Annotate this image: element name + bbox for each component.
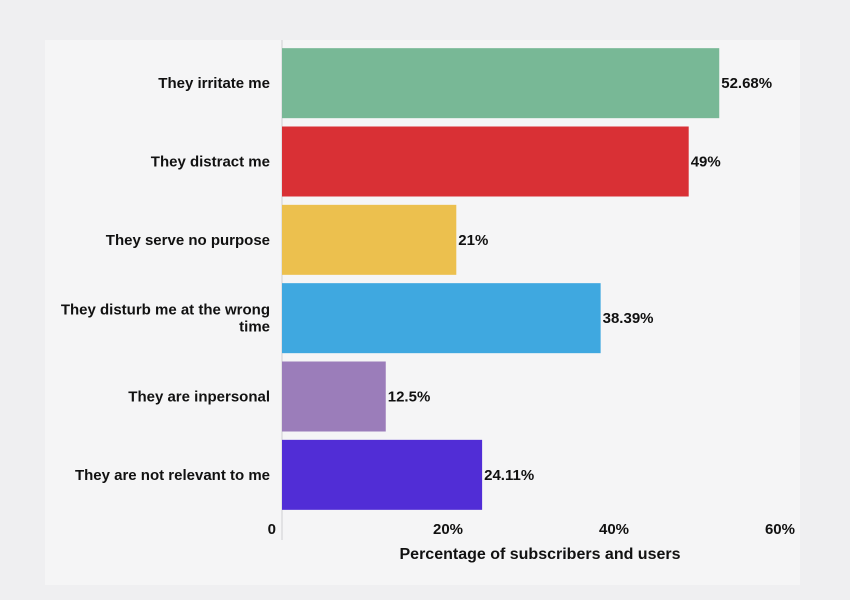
bar-4 [282,361,386,432]
bar-0 [282,48,720,119]
x-tick-3: 60% [765,521,795,538]
bar-2 [282,204,457,275]
bar-5 [282,439,483,510]
value-label-1: 49% [691,154,721,171]
bar-chart: 52.68% They irritate me 49% They distract m… [61,40,795,563]
labels-layer: 52.68% They irritate me 49% They distract m… [61,75,772,484]
category-label-5: They are not relevant to me [75,467,270,484]
value-label-3: 38.39% [603,310,654,327]
category-label-0: They irritate me [158,75,270,92]
x-ticks: 0 20% 40% 60% [268,521,795,538]
value-label-5: 24.11% [484,467,534,484]
bars-layer [282,48,720,510]
x-tick-0: 0 [268,521,276,538]
category-label-3: They disturb me at the wrong time [61,302,270,336]
x-tick-1: 20% [433,521,463,538]
x-axis-title: Percentage of subscribers and users [400,546,681,563]
chart-panel: 52.68% They irritate me 49% They distract m… [45,40,800,585]
category-label-1: They distract me [151,154,270,171]
value-label-4: 12.5% [388,389,431,406]
x-tick-2: 40% [599,521,629,538]
value-label-0: 52.68% [721,75,772,92]
bar-3 [282,283,601,354]
bar-1 [282,126,689,197]
category-label-4: They are inpersonal [128,389,270,406]
value-label-2: 21% [458,232,488,249]
category-label-2: They serve no purpose [106,232,270,249]
